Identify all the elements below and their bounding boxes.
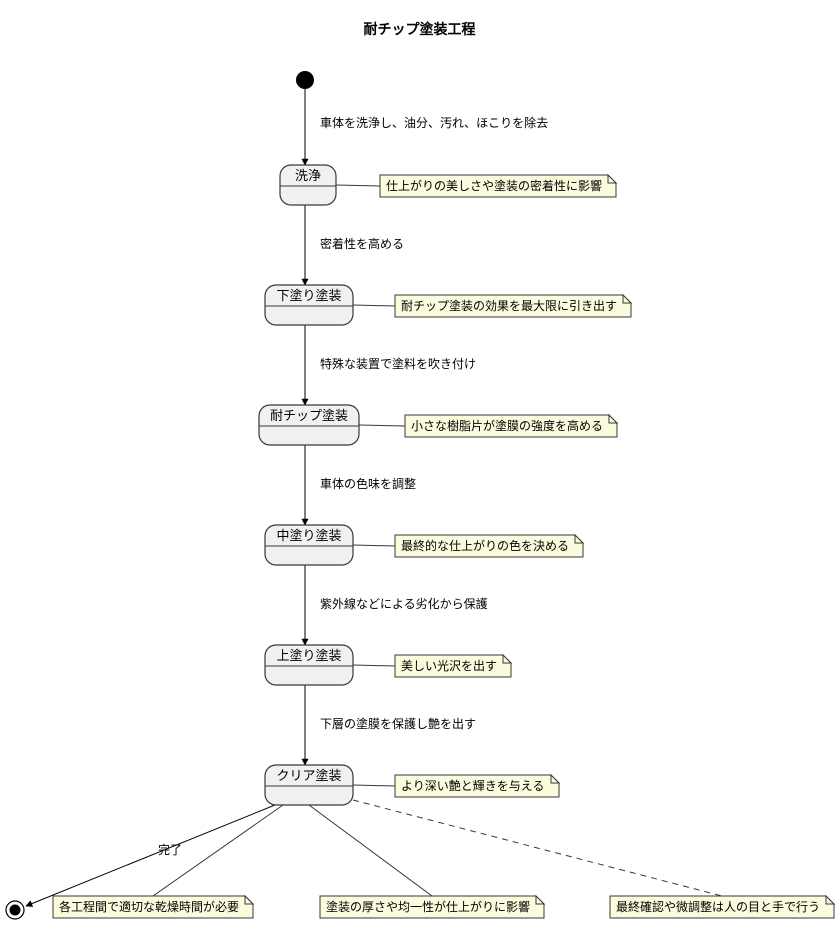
edge-clearcoat-end: [26, 805, 275, 906]
node-midcoat-label: 中塗り塗装: [276, 528, 341, 543]
edge-midcoat-topcoat-label: 紫外線などによる劣化から保護: [320, 596, 488, 611]
edge-chipcoat-midcoat-label: 車体の色味を調整: [320, 476, 416, 491]
note-clearcoat-text: より深い艶と輝きを与える: [401, 778, 544, 793]
note-conn-midcoat: [353, 545, 395, 546]
note-conn-topcoat: [353, 665, 395, 666]
note-chipcoat-text: 小さな樹脂片が塗膜の強度を高める: [411, 418, 603, 433]
edge-topcoat-clearcoat-label: 下層の塗膜を保護し艶を出す: [320, 716, 476, 731]
node-clearcoat-label: クリア塗装: [276, 768, 341, 783]
node-washing-label: 洗浄: [295, 168, 321, 183]
note-conn-primer: [353, 305, 395, 306]
footer-note-conn-1: [309, 805, 432, 896]
note-primer-text: 耐チップ塗装の効果を最大限に引き出す: [401, 298, 617, 313]
edge-washing-primer-label: 密着性を高める: [320, 236, 404, 251]
footer-note-2-text: 最終確認や微調整は人の目と手で行う: [616, 899, 820, 914]
edge-primer-chipcoat-label: 特殊な装置で塗料を吹き付け: [320, 356, 476, 371]
node-topcoat-label: 上塗り塗装: [276, 648, 341, 663]
footer-note-0-text: 各工程間で適切な乾燥時間が必要: [59, 899, 239, 914]
note-conn-chipcoat: [359, 425, 405, 426]
note-conn-clearcoat: [353, 785, 395, 786]
note-midcoat-text: 最終的な仕上がりの色を決める: [401, 538, 569, 553]
node-chipcoat-label: 耐チップ塗装: [270, 408, 348, 423]
diagram-title: 耐チップ塗装工程: [364, 21, 476, 37]
start-node: [296, 71, 314, 89]
end-node-inner: [10, 905, 21, 916]
note-topcoat-text: 美しい光沢を出す: [401, 659, 497, 673]
note-conn-washing: [336, 185, 380, 186]
footer-note-conn-2: [353, 800, 722, 896]
footer-note-1-text: 塗装の厚さや均一性が仕上がりに影響: [326, 899, 530, 914]
note-washing-text: 仕上がりの美しさや塗装の密着性に影響: [386, 178, 602, 193]
edge-start-washing-label: 車体を洗浄し、油分、汚れ、ほこりを除去: [320, 115, 548, 130]
edge-end-label: 完了: [158, 842, 182, 857]
node-primer-label: 下塗り塗装: [276, 288, 341, 303]
